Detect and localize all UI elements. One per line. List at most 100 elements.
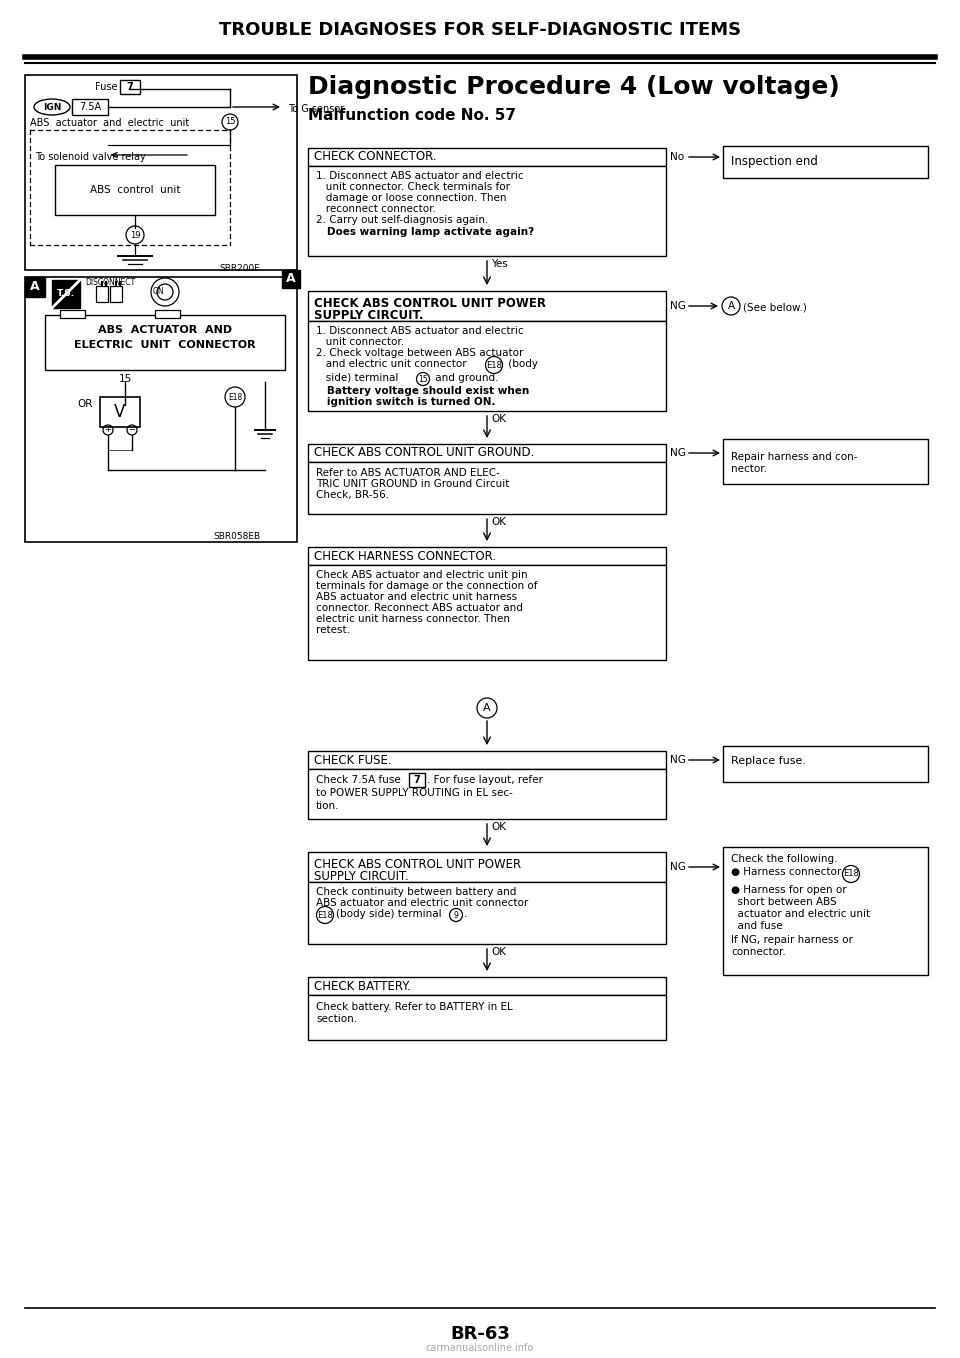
- Bar: [308, 976, 666, 995]
- Text: No: No: [670, 152, 684, 162]
- Bar: [308, 148, 666, 166]
- Text: A: A: [728, 301, 734, 311]
- Text: Check ABS actuator and electric unit pin: Check ABS actuator and electric unit pin: [316, 570, 528, 580]
- Text: NG: NG: [670, 448, 685, 458]
- Text: (See below.): (See below.): [743, 303, 806, 312]
- Bar: [96, 287, 108, 301]
- Text: 1. Disconnect ABS actuator and electric: 1. Disconnect ABS actuator and electric: [316, 326, 523, 335]
- Text: ON: ON: [153, 288, 164, 296]
- Bar: [100, 397, 140, 426]
- Bar: [308, 547, 666, 565]
- Text: To solenoid valve relay: To solenoid valve relay: [35, 152, 146, 162]
- Text: TRIC UNIT GROUND in Ground Circuit: TRIC UNIT GROUND in Ground Circuit: [316, 479, 510, 489]
- Bar: [25, 75, 297, 270]
- Text: electric unit harness connector. Then: electric unit harness connector. Then: [316, 614, 510, 623]
- Text: NG: NG: [670, 862, 685, 872]
- Text: Check, BR-56.: Check, BR-56.: [316, 490, 389, 500]
- Text: −: −: [129, 425, 135, 435]
- Text: Battery voltage should exist when: Battery voltage should exist when: [316, 386, 529, 397]
- Text: 2. Carry out self-diagnosis again.: 2. Carry out self-diagnosis again.: [316, 215, 489, 225]
- Text: CHECK HARNESS CONNECTOR.: CHECK HARNESS CONNECTOR.: [314, 550, 496, 562]
- Text: E18: E18: [843, 869, 859, 879]
- Text: tion.: tion.: [316, 801, 340, 811]
- Text: CHECK ABS CONTROL UNIT POWER: CHECK ABS CONTROL UNIT POWER: [314, 858, 521, 870]
- Bar: [25, 277, 297, 542]
- Text: NG: NG: [670, 301, 685, 311]
- Text: short between ABS: short between ABS: [731, 898, 837, 907]
- Text: terminals for damage or the connection of: terminals for damage or the connection o…: [316, 581, 538, 591]
- Text: OK: OK: [491, 822, 506, 832]
- Bar: [155, 310, 180, 318]
- Bar: [308, 565, 666, 660]
- Text: ABS  control  unit: ABS control unit: [89, 185, 180, 196]
- Text: A: A: [30, 281, 39, 293]
- Text: V: V: [114, 403, 126, 421]
- Text: CHECK BATTERY.: CHECK BATTERY.: [314, 979, 411, 993]
- Text: ABS actuator and electric unit connector: ABS actuator and electric unit connector: [316, 898, 528, 909]
- Text: A: A: [286, 273, 296, 285]
- Bar: [723, 147, 928, 178]
- Text: 15: 15: [419, 375, 428, 383]
- Text: Malfunction code No. 57: Malfunction code No. 57: [308, 109, 516, 124]
- Text: BR-63: BR-63: [450, 1325, 510, 1343]
- Text: SUPPLY CIRCUIT.: SUPPLY CIRCUIT.: [314, 870, 409, 883]
- Text: E18: E18: [486, 360, 502, 369]
- Text: SBR200E: SBR200E: [219, 263, 260, 273]
- Text: 19: 19: [130, 231, 140, 239]
- Text: E18: E18: [228, 392, 242, 402]
- Text: Check continuity between battery and: Check continuity between battery and: [316, 887, 516, 898]
- Bar: [72, 99, 108, 115]
- Text: Yes: Yes: [491, 259, 508, 269]
- Text: side) terminal: side) terminal: [316, 373, 398, 383]
- Text: SBR058EB: SBR058EB: [213, 532, 260, 540]
- Text: 2. Check voltage between ABS actuator: 2. Check voltage between ABS actuator: [316, 348, 523, 359]
- Text: 7: 7: [127, 81, 133, 92]
- Bar: [308, 881, 666, 944]
- Text: E18: E18: [317, 910, 333, 919]
- Text: DISCONNECT: DISCONNECT: [84, 278, 135, 287]
- Bar: [55, 166, 215, 215]
- Text: CHECK FUSE.: CHECK FUSE.: [314, 754, 392, 766]
- Text: OK: OK: [491, 517, 506, 527]
- Text: (body: (body: [505, 359, 538, 369]
- Text: unit connector.: unit connector.: [316, 337, 404, 348]
- Text: ABS  ACTUATOR  AND: ABS ACTUATOR AND: [98, 325, 232, 335]
- Bar: [52, 280, 80, 308]
- Bar: [308, 995, 666, 1040]
- Text: OK: OK: [491, 414, 506, 424]
- Bar: [308, 320, 666, 411]
- Bar: [120, 80, 140, 94]
- Text: ignition switch is turned ON.: ignition switch is turned ON.: [316, 397, 495, 407]
- Text: and electric unit connector: and electric unit connector: [316, 359, 467, 369]
- Text: section.: section.: [316, 1014, 357, 1024]
- Text: 15: 15: [225, 118, 235, 126]
- Text: ● Harness for open or: ● Harness for open or: [731, 885, 847, 895]
- Text: SUPPLY CIRCUIT.: SUPPLY CIRCUIT.: [314, 310, 423, 322]
- Text: 7.5A: 7.5A: [79, 102, 101, 111]
- Text: IGN: IGN: [43, 102, 61, 111]
- Text: carmanualsonline.info: carmanualsonline.info: [426, 1343, 534, 1353]
- Text: connector. Reconnect ABS actuator and: connector. Reconnect ABS actuator and: [316, 603, 523, 612]
- Text: . For fuse layout, refer: . For fuse layout, refer: [427, 775, 542, 785]
- Text: 15: 15: [118, 373, 132, 384]
- Text: +: +: [105, 425, 111, 435]
- Bar: [110, 287, 122, 301]
- Text: Does warning lamp activate again?: Does warning lamp activate again?: [316, 227, 534, 238]
- Text: To G sensor: To G sensor: [288, 105, 345, 114]
- Bar: [723, 439, 928, 483]
- Text: OR: OR: [78, 399, 93, 409]
- Text: ABS actuator and electric unit harness: ABS actuator and electric unit harness: [316, 592, 517, 602]
- Bar: [25, 277, 45, 297]
- Bar: [308, 851, 666, 881]
- Text: (body side) terminal: (body side) terminal: [336, 909, 442, 919]
- Bar: [723, 847, 928, 975]
- Bar: [308, 751, 666, 769]
- Text: and ground.: and ground.: [432, 373, 498, 383]
- Bar: [308, 444, 666, 462]
- Text: unit connector. Check terminals for: unit connector. Check terminals for: [316, 182, 510, 191]
- Bar: [409, 773, 425, 788]
- Text: ABS  actuator  and  electric  unit: ABS actuator and electric unit: [30, 118, 189, 128]
- Text: retest.: retest.: [316, 625, 350, 636]
- Bar: [45, 315, 285, 369]
- Text: Fuse: Fuse: [95, 81, 117, 92]
